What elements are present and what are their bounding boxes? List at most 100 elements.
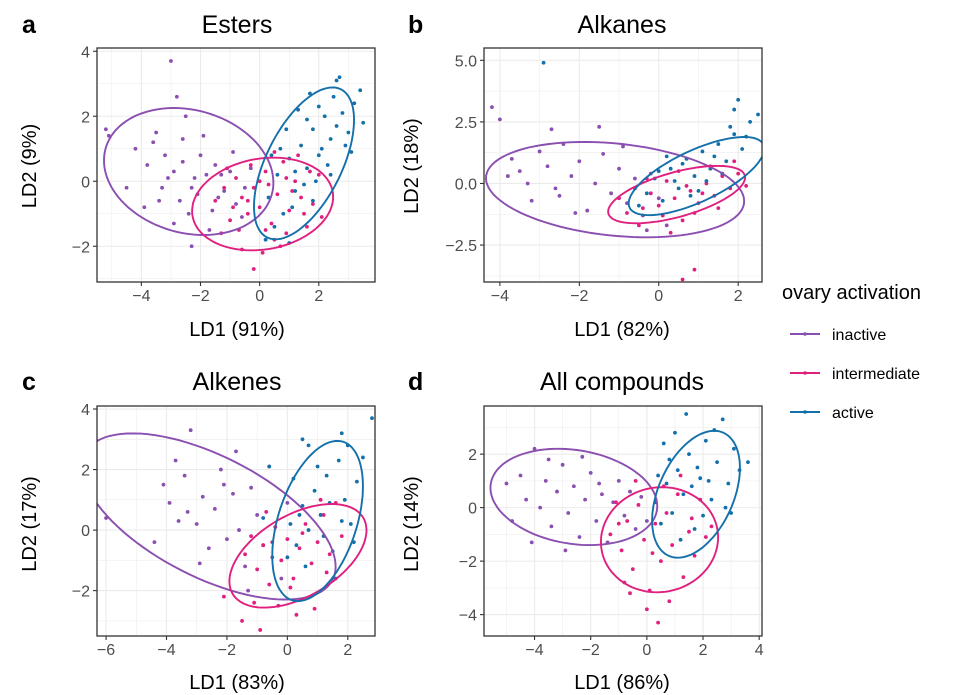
legend-item-active: active <box>790 405 874 422</box>
panel-a-title: Esters <box>202 11 273 39</box>
point-intermediate <box>258 628 263 632</box>
point-active <box>294 543 299 548</box>
point-intermediate <box>291 576 296 581</box>
point-inactive <box>246 588 250 593</box>
y-tick-label: 4 <box>81 402 90 419</box>
point-active <box>334 78 339 83</box>
point-intermediate <box>252 600 257 605</box>
panel-d-title: All compounds <box>540 368 704 396</box>
ellipse-active <box>253 86 355 241</box>
point-active <box>695 465 700 470</box>
point-inactive <box>546 457 551 462</box>
point-intermediate <box>318 497 323 502</box>
point-active <box>316 104 321 109</box>
point-active <box>370 416 374 421</box>
point-intermediate <box>692 553 697 558</box>
point-intermediate <box>240 618 244 623</box>
point-inactive <box>594 519 599 523</box>
point-intermediate <box>269 221 274 226</box>
y-tick-label: 4 <box>81 44 90 61</box>
point-active <box>348 522 353 526</box>
legend-key-point-active <box>803 410 807 414</box>
point-inactive <box>182 473 187 478</box>
point-inactive <box>212 506 217 511</box>
point-inactive <box>185 510 190 514</box>
panel-b-letter: b <box>408 11 423 39</box>
point-active <box>324 473 329 478</box>
point-inactive <box>176 519 181 523</box>
point-inactive <box>585 208 590 213</box>
panel-b-y-axis: −2.5 0.0 2.5 5.0 <box>445 53 484 255</box>
panel-c-plot: −6 −4 −2 0 2 −2 0 2 4 <box>72 402 376 659</box>
point-active <box>687 452 691 457</box>
x-tick-label: −4 <box>525 642 543 659</box>
point-inactive <box>549 524 554 529</box>
y-tick-label: −2 <box>72 239 90 256</box>
point-active <box>709 497 714 502</box>
point-inactive <box>192 176 197 180</box>
point-intermediate <box>614 500 618 505</box>
point-inactive <box>231 491 235 496</box>
point-inactive <box>213 163 218 167</box>
point-inactive <box>154 130 159 135</box>
point-intermediate <box>319 215 324 219</box>
point-inactive <box>145 163 150 167</box>
legend-label-intermediate: intermediate <box>832 366 920 383</box>
point-active <box>660 198 665 203</box>
point-active <box>349 150 354 154</box>
point-intermediate <box>248 163 253 167</box>
point-active <box>340 111 345 115</box>
point-active <box>692 174 697 178</box>
point-inactive <box>234 449 238 454</box>
point-intermediate <box>736 171 741 176</box>
point-intermediate <box>281 159 286 164</box>
point-active <box>352 101 357 106</box>
point-intermediate <box>294 612 299 617</box>
x-tick-label: −4 <box>132 288 150 305</box>
panel-b: b Alkanes LD1 (82%) LD2 (18%) −4 −2 0 2 −2.5… <box>401 11 763 341</box>
point-inactive <box>248 166 253 171</box>
point-active <box>661 441 666 446</box>
point-intermediate <box>680 218 685 223</box>
point-inactive <box>200 494 205 499</box>
point-active <box>337 75 342 80</box>
panel-c-ellipses <box>97 432 368 609</box>
point-active <box>293 169 298 174</box>
point-inactive <box>161 482 166 487</box>
ellipse-inactive <box>485 141 746 239</box>
point-intermediate <box>668 230 673 235</box>
point-inactive <box>173 458 178 463</box>
point-active <box>692 527 697 531</box>
point-inactive <box>222 189 227 193</box>
point-active <box>670 511 675 515</box>
point-intermediate <box>296 153 301 158</box>
point-active <box>346 130 351 135</box>
point-active <box>688 193 693 198</box>
legend-key-point-intermediate <box>803 371 807 375</box>
point-intermediate <box>243 552 247 557</box>
point-inactive <box>219 172 224 177</box>
panel-d-xlabel: LD1 (86%) <box>574 672 670 694</box>
point-inactive <box>234 202 238 206</box>
point-active <box>668 166 673 171</box>
point-intermediate <box>297 546 302 551</box>
point-active <box>664 481 669 486</box>
point-active <box>361 120 366 125</box>
point-active <box>305 166 309 171</box>
point-intermediate <box>664 511 669 515</box>
point-intermediate <box>245 211 250 216</box>
panel-d: d All compounds LD1 (86%) LD2 (14%) −4 −2… <box>401 368 764 694</box>
point-active <box>310 127 315 132</box>
x-tick-label: −4 <box>157 642 175 659</box>
point-inactive <box>524 497 529 502</box>
panel-d-letter: d <box>408 368 423 396</box>
x-tick-label: 0 <box>654 288 663 305</box>
point-intermediate <box>290 189 295 193</box>
point-inactive <box>183 114 188 119</box>
point-active <box>636 203 641 208</box>
y-tick-label: −4 <box>459 608 477 625</box>
point-intermediate <box>287 208 292 213</box>
point-active <box>303 564 308 569</box>
point-intermediate <box>625 519 630 523</box>
panel-a-frame <box>96 47 376 283</box>
